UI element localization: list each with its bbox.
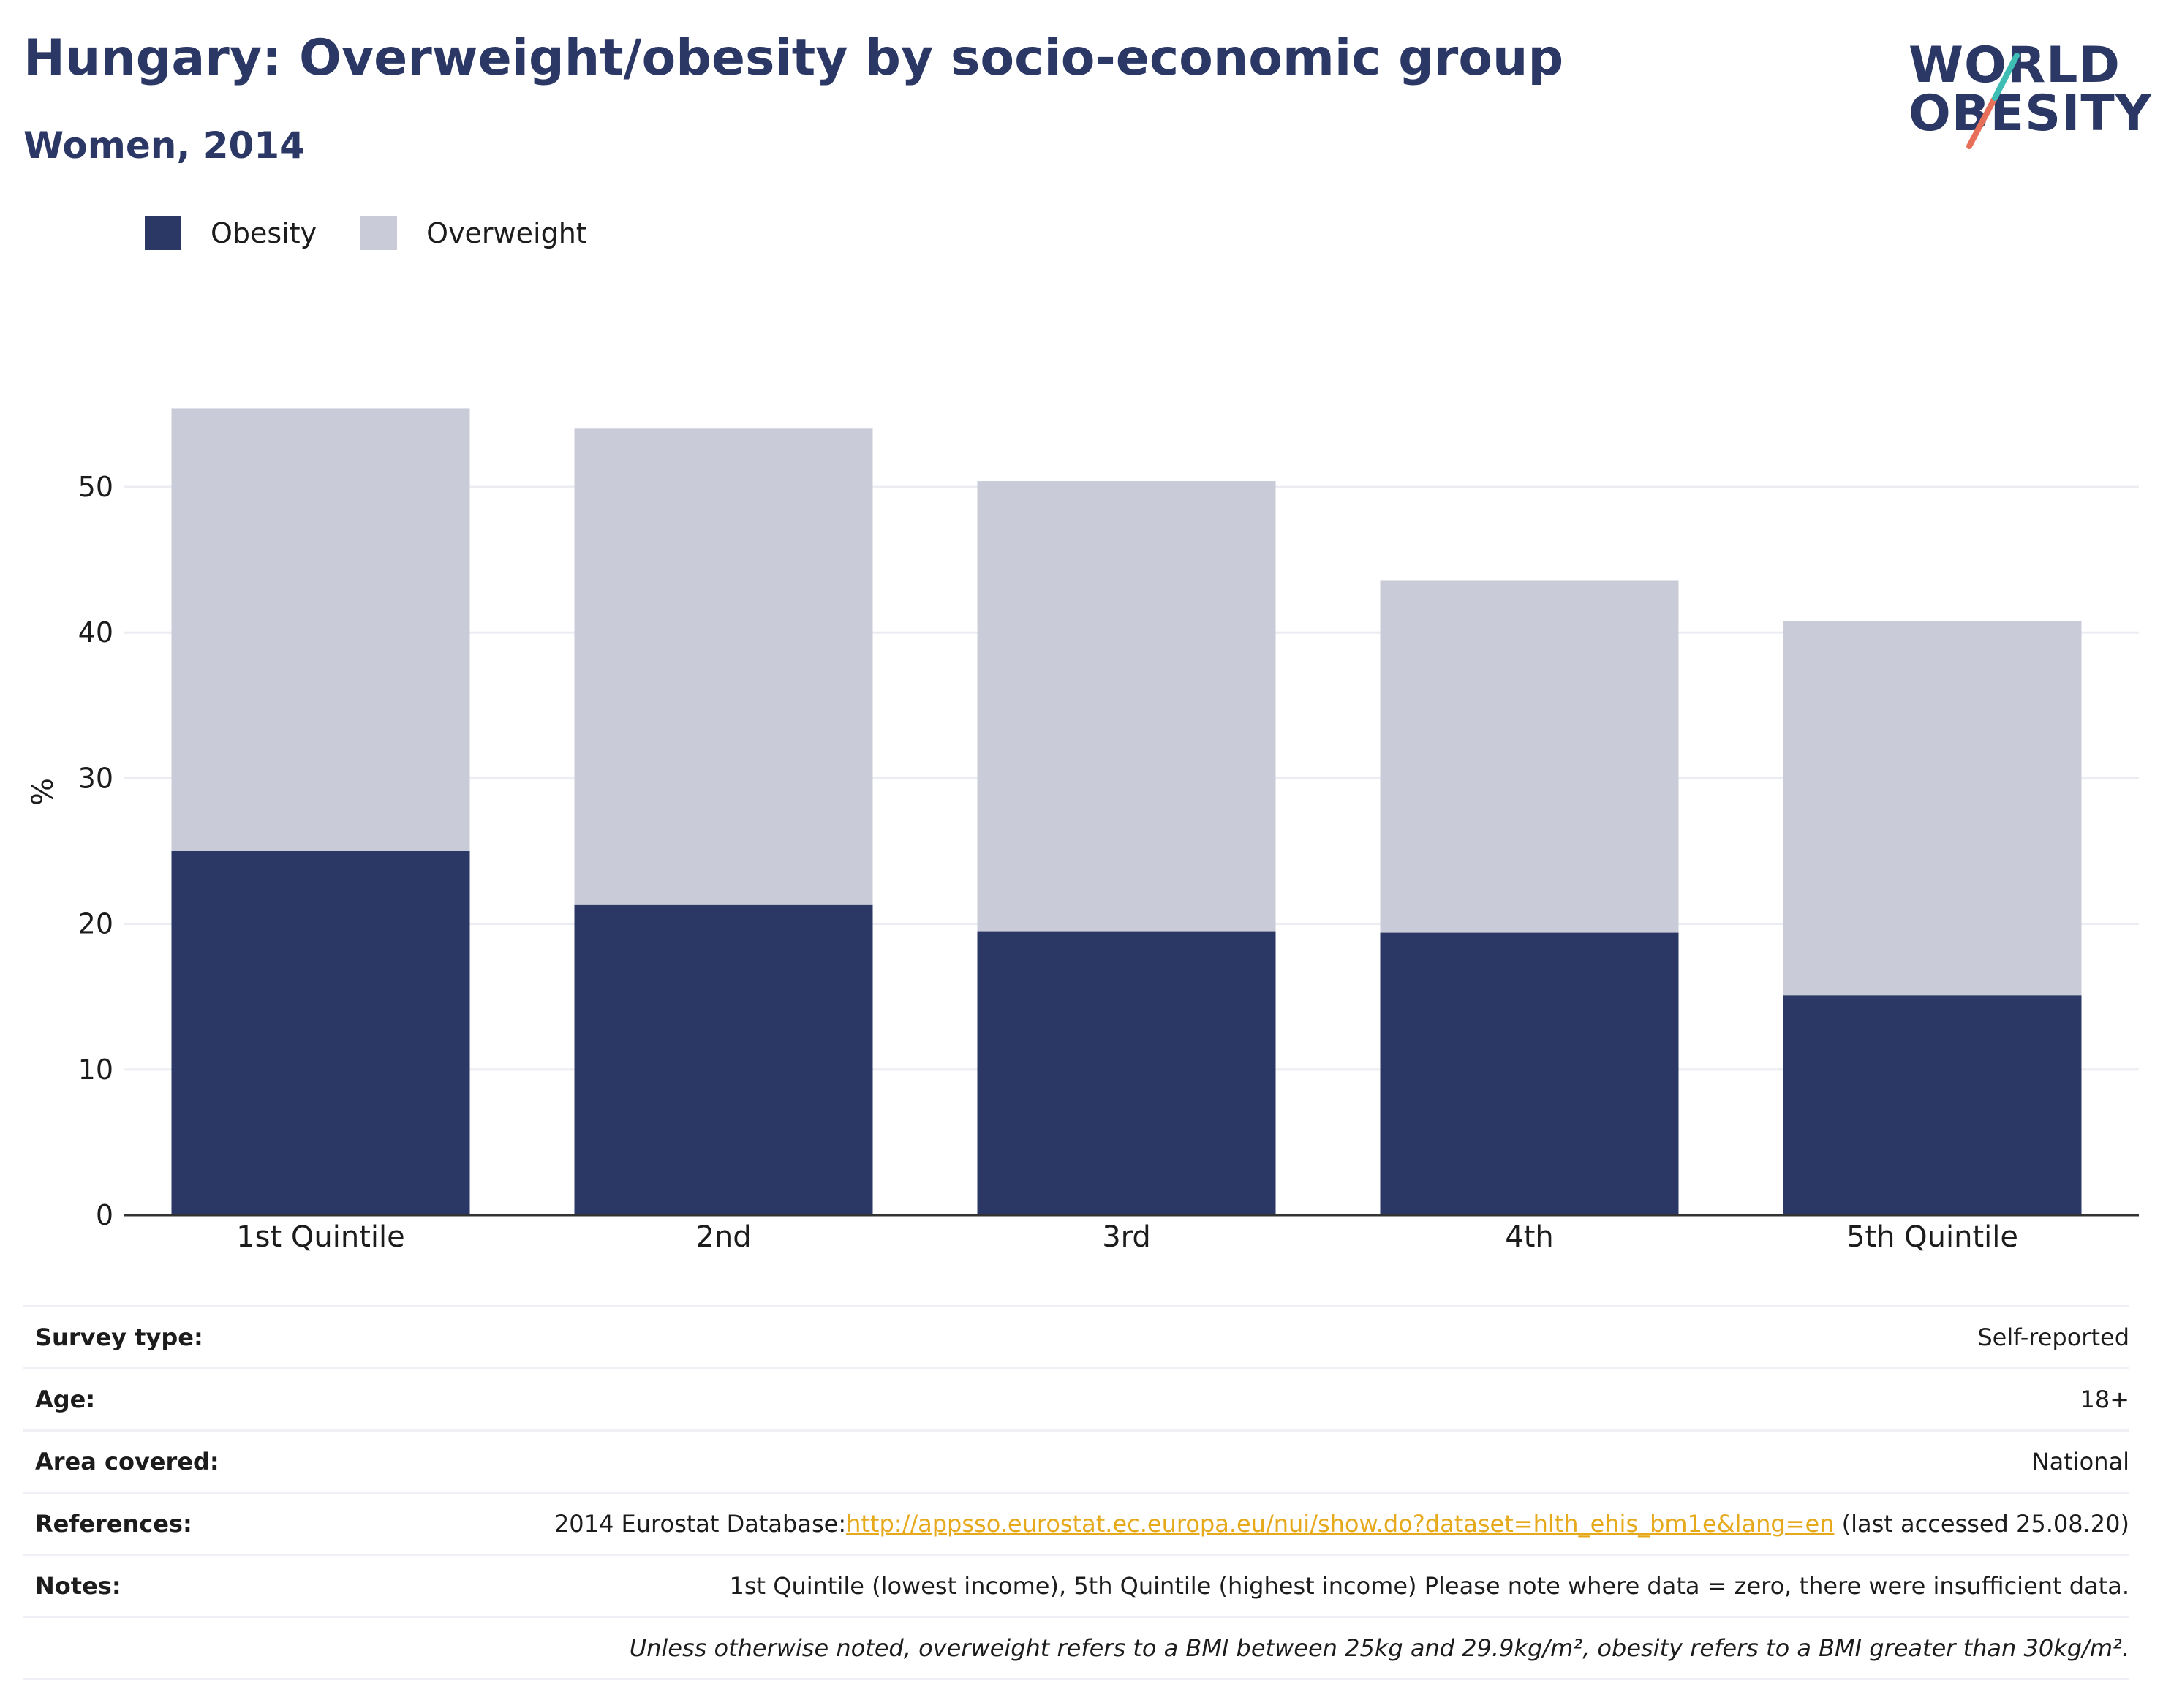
references-link[interactable]: http://appsso.eurostat.ec.europa.eu/nui/… — [846, 1510, 1835, 1538]
y-tick-label: 30 — [78, 762, 113, 794]
y-tick-label: 50 — [78, 471, 113, 503]
area-value: National — [2031, 1448, 2129, 1475]
chart-legend: Obesity Overweight — [145, 216, 631, 250]
info-row-area: Area covered: National — [23, 1429, 2129, 1492]
info-row-references: References: 2014 Eurostat Database:http:… — [23, 1492, 2129, 1554]
bar-obesity — [1783, 995, 2082, 1215]
age-value: 18+ — [2080, 1386, 2129, 1413]
y-tick-label: 10 — [78, 1054, 113, 1086]
bar-overweight — [574, 428, 873, 905]
x-tick-label: 4th — [1505, 1220, 1553, 1254]
bar-overweight — [977, 481, 1276, 932]
legend-swatch-obesity — [145, 216, 181, 250]
legend-item-obesity[interactable]: Obesity — [145, 216, 317, 250]
bar-obesity — [574, 904, 873, 1215]
bar-overweight — [1783, 621, 2082, 996]
legend-item-overweight[interactable]: Overweight — [360, 216, 587, 250]
info-row-footnote: Unless otherwise noted, overweight refer… — [23, 1616, 2129, 1680]
page-title: Hungary: Overweight/obesity by socio-eco… — [23, 29, 1564, 87]
references-suffix: (last accessed 25.08.20) — [1834, 1510, 2129, 1538]
logo-text-obesity: OBESITY — [1909, 85, 2152, 143]
info-row-age: Age: 18+ — [23, 1367, 2129, 1429]
legend-swatch-overweight — [360, 216, 398, 250]
references-prefix: 2014 Eurostat Database: — [554, 1510, 847, 1538]
notes-label: Notes: — [35, 1572, 121, 1600]
x-tick-label: 1st Quintile — [236, 1220, 405, 1254]
info-row-survey-type: Survey type: Self-reported — [23, 1305, 2129, 1367]
page-subtitle: Women, 2014 — [23, 124, 305, 167]
world-obesity-logo: WORLD OBESITY — [1909, 37, 2151, 154]
stacked-bar-chart: 0 10 20 30 40 50 1st Quintile 2nd 3rd 4th 5th Quin… — [26, 408, 2139, 1254]
notes-value: 1st Quintile (lowest income), 5th Quinti… — [729, 1572, 2130, 1600]
bar-obesity — [977, 931, 1276, 1215]
logo-slash-icon — [1966, 53, 2020, 149]
bar-obesity — [1380, 932, 1679, 1215]
y-tick-label: 0 — [96, 1199, 113, 1231]
references-value: 2014 Eurostat Database:http://appsso.eur… — [554, 1510, 2129, 1538]
bar-overweight — [1380, 580, 1679, 933]
x-tick-label: 5th Quintile — [1846, 1220, 2018, 1254]
age-label: Age: — [35, 1386, 96, 1413]
y-axis-label: % — [26, 778, 60, 806]
bar-overweight — [171, 408, 470, 851]
x-tick-label: 3rd — [1102, 1220, 1151, 1254]
y-tick-label: 40 — [78, 616, 113, 649]
area-label: Area covered: — [35, 1448, 219, 1475]
survey-type-value: Self-reported — [1977, 1323, 2129, 1351]
footnote: Unless otherwise noted, overweight refer… — [629, 1634, 2129, 1662]
info-row-notes: Notes: 1st Quintile (lowest income), 5th… — [23, 1554, 2129, 1616]
references-label: References: — [35, 1510, 192, 1538]
legend-label-obesity: Obesity — [211, 217, 317, 249]
survey-type-label: Survey type: — [35, 1323, 203, 1351]
bar-obesity — [171, 851, 470, 1215]
x-tick-label: 2nd — [695, 1220, 751, 1254]
y-tick-label: 20 — [78, 908, 113, 940]
info-table: Survey type: Self-reported Age: 18+ Area… — [23, 1305, 2129, 1680]
legend-label-overweight: Overweight — [426, 217, 587, 249]
